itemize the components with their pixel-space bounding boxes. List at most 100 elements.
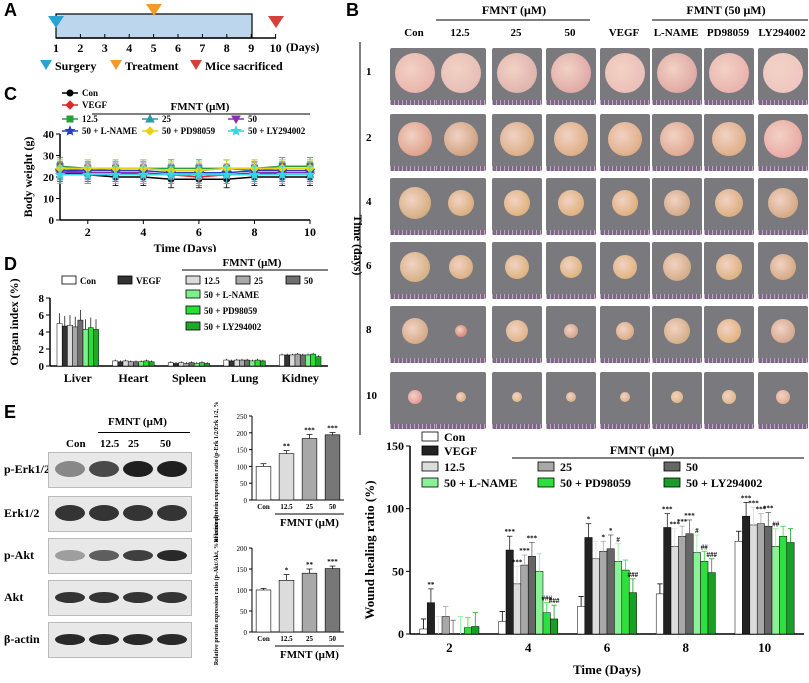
wound-photo xyxy=(758,372,808,429)
y-tick-label: 250 xyxy=(237,413,248,421)
x-tick-label: 6 xyxy=(196,225,202,239)
bar xyxy=(133,361,139,367)
wound-photo xyxy=(546,242,596,299)
wound-area xyxy=(551,53,591,94)
wound-photo xyxy=(758,48,808,105)
photo-ruler xyxy=(758,230,808,235)
wound-photo xyxy=(600,114,650,171)
wound-area xyxy=(560,256,582,279)
wound-area xyxy=(504,190,530,217)
wound-area xyxy=(717,319,741,344)
legend-marker xyxy=(65,100,75,110)
bar xyxy=(426,602,435,635)
wound-photo xyxy=(492,48,542,105)
wound-photo xyxy=(546,114,596,171)
y-tick-label: 150 xyxy=(237,566,248,574)
wound-area xyxy=(408,390,422,405)
data-point xyxy=(137,168,149,180)
data-point xyxy=(276,168,288,180)
photo-ruler xyxy=(600,230,650,235)
photo-ruler xyxy=(652,358,702,363)
photo-ruler xyxy=(436,424,486,429)
legend-label: 50 xyxy=(686,460,698,474)
fmnt-header: FMNT (μM) xyxy=(482,4,546,17)
legend-label: 12.5 xyxy=(444,460,465,474)
photo-row-label: 8 xyxy=(366,324,372,336)
legend-swatch xyxy=(235,275,251,285)
data-point xyxy=(221,168,233,180)
legend-sacrificed-label: Mice sacrificed xyxy=(205,59,283,73)
wound-photo xyxy=(492,178,542,235)
legend-swatch xyxy=(421,477,439,488)
blot-band xyxy=(55,592,85,603)
body-weight-chart: Con VEGF 12.5 25 50 50 + L-NAME 50 + PD98059 50… xyxy=(21,88,316,252)
bar xyxy=(463,627,472,635)
legend-swatch xyxy=(421,445,439,456)
wound-photo xyxy=(652,306,702,363)
bar xyxy=(67,324,73,367)
legend-label: Con xyxy=(80,276,96,286)
photo-ruler xyxy=(436,294,486,299)
wound-area xyxy=(716,254,742,281)
fmnt50-header: FMNT (50 μM) xyxy=(686,4,765,17)
bar xyxy=(301,438,318,501)
wound-photo xyxy=(600,372,650,429)
wound-area xyxy=(715,189,743,218)
timeline-day-label: 3 xyxy=(102,41,108,55)
y-tick-label: 100 xyxy=(237,463,248,471)
x-tick-label: 25 xyxy=(306,503,314,511)
data-point xyxy=(54,168,66,180)
photo-ruler xyxy=(704,358,754,363)
wound-photo xyxy=(492,114,542,171)
photo-column-label: VEGF xyxy=(609,27,640,39)
significance-label: ### xyxy=(549,597,560,605)
significance-label: ### xyxy=(541,595,552,603)
bar xyxy=(513,583,522,635)
bar xyxy=(786,542,795,635)
bar xyxy=(498,621,507,635)
legend-label: 12.5 xyxy=(82,114,98,124)
bar xyxy=(193,363,200,367)
x-axis-label: FMNT (μM) xyxy=(280,517,339,529)
y-axis-label: Organ index (%) xyxy=(7,278,21,365)
data-point xyxy=(110,168,122,180)
wound-photo xyxy=(758,178,808,235)
bar xyxy=(550,618,559,635)
legend-swatch xyxy=(61,275,77,285)
wound-photo xyxy=(436,242,486,299)
wound-photo xyxy=(390,48,440,105)
bar xyxy=(310,353,317,367)
bar xyxy=(173,363,179,367)
wound-area xyxy=(564,324,578,339)
wound-photo xyxy=(758,242,808,299)
bar xyxy=(122,360,129,367)
blot-band xyxy=(157,634,187,645)
photo-ruler xyxy=(704,166,754,171)
blot-band xyxy=(89,592,119,603)
timeline-day-label: 1 xyxy=(53,41,59,55)
bar xyxy=(301,572,318,633)
blot-strip xyxy=(48,496,192,532)
photo-column-label: LY294002 xyxy=(758,27,806,39)
legend-swatch xyxy=(185,289,201,299)
photo-ruler xyxy=(652,294,702,299)
legend-marker xyxy=(230,125,242,136)
wound-area xyxy=(455,325,467,338)
significance-label: *** xyxy=(677,518,688,526)
wound-photo xyxy=(436,178,486,235)
significance-label: ** xyxy=(283,443,291,451)
wound-area xyxy=(448,190,474,217)
blot-band xyxy=(123,592,153,603)
y-axis-label: Body weight (g) xyxy=(21,137,35,218)
panel-label-b: B xyxy=(346,0,359,20)
wound-photo xyxy=(492,372,542,429)
surgery-arrow-icon xyxy=(48,16,64,28)
photo-ruler xyxy=(546,100,596,105)
timeline-day-label: 9 xyxy=(248,41,254,55)
bar xyxy=(305,354,311,367)
bar xyxy=(742,515,751,635)
significance-label: ### xyxy=(628,571,639,579)
x-tick-label: 12.5 xyxy=(280,635,293,643)
bar xyxy=(93,329,99,367)
bar xyxy=(678,535,687,635)
